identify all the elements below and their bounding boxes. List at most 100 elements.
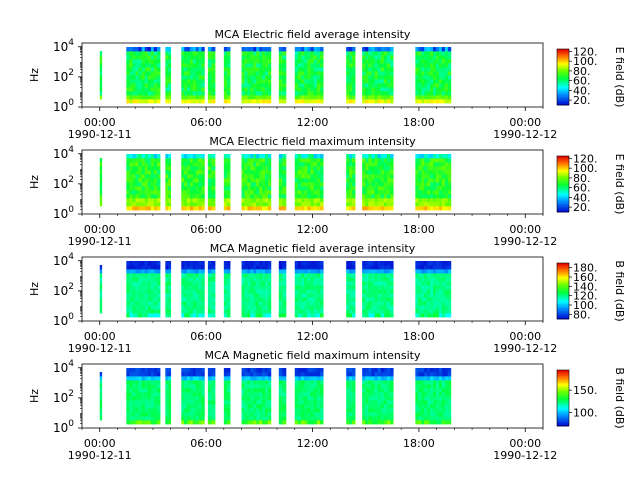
spectrogram-cell bbox=[141, 412, 146, 417]
spectrogram-cell bbox=[192, 412, 197, 417]
spectrogram-cell bbox=[153, 269, 158, 274]
spectrogram-cell bbox=[165, 83, 169, 88]
spectrogram-cell bbox=[301, 261, 305, 266]
spectrogram-cell bbox=[144, 154, 149, 159]
spectrogram-cell bbox=[144, 380, 149, 385]
spectrogram-cell bbox=[313, 261, 318, 266]
spectrogram-cell bbox=[244, 79, 248, 84]
spectrogram-cell bbox=[156, 277, 161, 282]
spectrogram-cell bbox=[383, 281, 388, 286]
spectrogram-cell bbox=[421, 202, 425, 207]
spectrogram-cell bbox=[313, 75, 318, 80]
spectrogram-cell bbox=[247, 265, 251, 270]
spectrogram-cell bbox=[147, 376, 152, 381]
spectrogram-cell bbox=[187, 186, 191, 191]
spectrogram-cell bbox=[313, 309, 318, 314]
spectrogram-cell bbox=[132, 166, 136, 171]
spectrogram-cell bbox=[349, 47, 353, 52]
spectrogram-cell bbox=[362, 372, 366, 377]
spectrogram-cell bbox=[427, 380, 431, 385]
spectrogram-cell bbox=[371, 158, 375, 163]
spectrogram-cell bbox=[352, 47, 356, 52]
spectrogram-cell bbox=[349, 297, 353, 302]
spectrogram-cell bbox=[211, 412, 216, 417]
spectrogram-cell bbox=[167, 297, 172, 302]
spectrogram-cell bbox=[383, 265, 388, 270]
spectrogram-cell bbox=[195, 83, 199, 88]
spectrogram-cell bbox=[427, 47, 431, 52]
spectrogram-cell bbox=[386, 71, 391, 76]
spectrogram-cell bbox=[195, 396, 199, 401]
spectrogram-cell bbox=[383, 380, 388, 385]
spectrogram-cell bbox=[278, 396, 283, 401]
spectrogram-cell bbox=[207, 420, 212, 425]
spectrogram-cell bbox=[319, 178, 324, 183]
spectrogram-cell bbox=[250, 293, 254, 298]
spectrogram-cell bbox=[444, 384, 449, 389]
spectrogram-cell bbox=[167, 376, 172, 381]
spectrogram-cell bbox=[383, 51, 388, 56]
spectrogram-cell bbox=[282, 301, 287, 306]
colorbar-tick-label: 120. bbox=[573, 290, 598, 303]
spectrogram-cell bbox=[313, 277, 318, 282]
spectrogram-cell bbox=[421, 63, 425, 68]
spectrogram-cell bbox=[346, 420, 350, 425]
spectrogram-cell bbox=[427, 95, 431, 100]
spectrogram-cell bbox=[187, 309, 191, 314]
spectrogram-cell bbox=[198, 67, 202, 72]
spectrogram-cell bbox=[278, 95, 283, 100]
spectrogram-cell bbox=[198, 265, 202, 270]
spectrogram-cell bbox=[184, 71, 188, 76]
spectrogram-cell bbox=[380, 281, 385, 286]
spectrogram-cell bbox=[189, 91, 194, 96]
spectrogram-cell bbox=[144, 194, 149, 199]
spectrogram-cell bbox=[264, 59, 269, 64]
spectrogram-cell bbox=[436, 51, 440, 56]
spectrogram-cell bbox=[192, 404, 197, 409]
spectrogram-cell bbox=[386, 162, 391, 167]
spectrogram-cell bbox=[297, 166, 302, 171]
spectrogram-cell bbox=[153, 289, 158, 294]
spectrogram-cell bbox=[438, 285, 443, 290]
spectrogram-cell bbox=[380, 67, 385, 72]
spectrogram-cell bbox=[187, 190, 191, 195]
spectrogram-cell bbox=[195, 261, 199, 266]
spectrogram-cell bbox=[267, 83, 272, 88]
spectrogram-cell bbox=[421, 95, 425, 100]
spectrogram-cell bbox=[126, 198, 130, 203]
spectrogram-cell bbox=[244, 404, 248, 409]
spectrogram-cell bbox=[192, 202, 197, 207]
spectrogram-cell bbox=[304, 47, 308, 52]
spectrogram-cell bbox=[226, 59, 231, 64]
spectrogram-cell bbox=[181, 91, 185, 96]
spectrogram-cell bbox=[132, 408, 136, 413]
spectrogram-cell bbox=[390, 198, 394, 203]
colorbar-segment bbox=[557, 86, 569, 89]
spectrogram-cell bbox=[156, 95, 161, 100]
spectrogram-cell bbox=[187, 289, 191, 294]
spectrogram-cell bbox=[301, 293, 305, 298]
spectrogram-cell bbox=[262, 162, 266, 167]
spectrogram-cell bbox=[319, 412, 324, 417]
spectrogram-cell bbox=[444, 416, 449, 421]
spectrogram-cell bbox=[198, 158, 202, 163]
spectrogram-cell bbox=[250, 400, 254, 405]
spectrogram-cell bbox=[346, 376, 350, 381]
spectrogram-cell bbox=[390, 281, 394, 286]
spectrogram-cell bbox=[226, 392, 231, 397]
colorbar-segment bbox=[557, 284, 569, 286]
spectrogram-cell bbox=[198, 63, 202, 68]
spectrogram-cell bbox=[247, 51, 251, 56]
spectrogram-cell bbox=[195, 87, 199, 92]
spectrogram-cell bbox=[380, 75, 385, 80]
spectrogram-cell bbox=[304, 55, 308, 60]
x-tick-label: 18:00 bbox=[403, 437, 435, 450]
spectrogram-cell bbox=[362, 91, 366, 96]
spectrogram-cell bbox=[226, 166, 231, 171]
spectrogram-cell bbox=[418, 166, 422, 171]
spectrogram-cell bbox=[383, 313, 388, 318]
spectrogram-cell bbox=[156, 190, 161, 195]
spectrogram-cell bbox=[165, 162, 169, 167]
spectrogram-cell bbox=[415, 309, 419, 314]
colorbar-segment bbox=[557, 372, 569, 375]
